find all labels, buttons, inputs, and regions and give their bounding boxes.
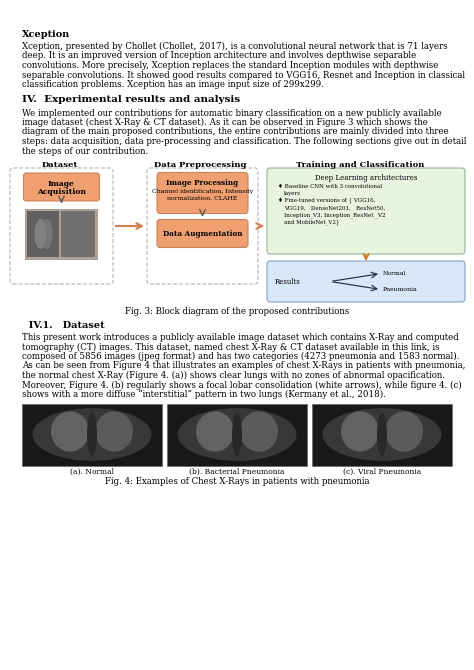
Text: Moreover, Figure 4. (b) regularly shows a focal lobar consolidation (white arrow: Moreover, Figure 4. (b) regularly shows … xyxy=(22,381,462,390)
Ellipse shape xyxy=(33,408,152,461)
Bar xyxy=(22,403,162,466)
Text: Normal: Normal xyxy=(383,271,407,276)
Bar xyxy=(26,209,98,259)
Text: Xception, presented by Chollet (Chollet, 2017), is a convolutional neural networ: Xception, presented by Chollet (Chollet,… xyxy=(22,42,447,51)
Ellipse shape xyxy=(240,411,278,452)
Text: Inception_V3, Inception_ResNet _V2: Inception_V3, Inception_ResNet _V2 xyxy=(284,212,385,218)
Text: Fig. 3: Block diagram of the proposed contributions: Fig. 3: Block diagram of the proposed co… xyxy=(125,307,349,316)
Text: shows with a more diffuse “interstitial” pattern in two lungs (Kermany et al., 2: shows with a more diffuse “interstitial”… xyxy=(22,390,386,399)
Bar xyxy=(312,403,452,466)
Ellipse shape xyxy=(385,411,423,452)
Ellipse shape xyxy=(95,411,133,452)
Text: Pneumonia: Pneumonia xyxy=(383,287,418,292)
Text: separable convolutions. It showed good results compared to VGG16, Resnet and Inc: separable convolutions. It showed good r… xyxy=(22,70,465,80)
Text: VGG19,   DenseNet201,   ResNet50,: VGG19, DenseNet201, ResNet50, xyxy=(284,206,385,210)
Text: IV.1.   Dataset: IV.1. Dataset xyxy=(22,321,105,330)
Text: As can be seen from Figure 4 that illustrates an examples of chest X-Rays in pat: As can be seen from Figure 4 that illust… xyxy=(22,362,465,371)
Text: Fig. 4: Examples of Chest X-Rays in patients with pneumonia: Fig. 4: Examples of Chest X-Rays in pati… xyxy=(105,478,369,486)
Text: Dataset: Dataset xyxy=(42,161,78,169)
Text: diagram of the main proposed contributions, the entire contributions are mainly : diagram of the main proposed contributio… xyxy=(22,127,449,137)
Ellipse shape xyxy=(322,408,441,461)
FancyBboxPatch shape xyxy=(10,168,113,284)
Text: Results: Results xyxy=(275,277,301,285)
Text: layers: layers xyxy=(284,192,301,196)
Ellipse shape xyxy=(177,408,297,461)
Text: (c). Viral Pneumonia: (c). Viral Pneumonia xyxy=(343,468,421,476)
FancyBboxPatch shape xyxy=(157,172,248,214)
Ellipse shape xyxy=(51,411,89,452)
FancyBboxPatch shape xyxy=(267,168,465,254)
Text: Acquisition: Acquisition xyxy=(37,188,86,196)
FancyBboxPatch shape xyxy=(267,261,465,302)
Ellipse shape xyxy=(40,219,53,249)
Text: (a). Normal: (a). Normal xyxy=(70,468,114,476)
Text: Deep Learning architectures: Deep Learning architectures xyxy=(315,174,417,182)
Text: Channel identification, Intensity: Channel identification, Intensity xyxy=(152,188,253,194)
Text: This present work introduces a publicly available image dataset which contains X: This present work introduces a publicly … xyxy=(22,333,459,342)
Text: Training and Classification: Training and Classification xyxy=(296,161,424,169)
Text: deep. It is an improved version of Inception architecture and involves depthwise: deep. It is an improved version of Incep… xyxy=(22,52,416,60)
Ellipse shape xyxy=(377,413,387,456)
Text: the normal chest X-Ray (Figure 4. (a)) shows clear lungs with no zones of abnorm: the normal chest X-Ray (Figure 4. (a)) s… xyxy=(22,371,445,380)
Text: normalization, CLAHE: normalization, CLAHE xyxy=(167,196,237,200)
Text: Data Preprocessing: Data Preprocessing xyxy=(154,161,246,169)
Text: Xception: Xception xyxy=(22,30,70,39)
Ellipse shape xyxy=(87,413,97,456)
FancyBboxPatch shape xyxy=(24,173,100,201)
Bar xyxy=(62,211,95,257)
Text: steps: data acquisition, data pre-processing and classification. The following s: steps: data acquisition, data pre-proces… xyxy=(22,137,466,146)
Text: Image Processing: Image Processing xyxy=(166,179,238,187)
Text: ♦ Fine-tuned versions of { VGG16,: ♦ Fine-tuned versions of { VGG16, xyxy=(278,198,375,204)
Text: composed of 5856 images (jpeg format) and has two categories (4273 pneumonia and: composed of 5856 images (jpeg format) an… xyxy=(22,352,459,361)
Bar xyxy=(167,403,307,466)
Ellipse shape xyxy=(35,219,46,249)
Text: Data Augmentation: Data Augmentation xyxy=(163,230,242,237)
Text: tomography (CT) images. This dataset, named chest X-Ray & CT dataset available i: tomography (CT) images. This dataset, na… xyxy=(22,342,439,352)
FancyBboxPatch shape xyxy=(147,168,258,284)
Text: classification problems. Xception has an image input size of 299x299.: classification problems. Xception has an… xyxy=(22,80,324,89)
Text: IV.  Experimental results and analysis: IV. Experimental results and analysis xyxy=(22,96,240,105)
Text: and MobileNet_V2}: and MobileNet_V2} xyxy=(284,219,339,225)
Text: ♦ Baseline CNN with 3 convolutional: ♦ Baseline CNN with 3 convolutional xyxy=(278,184,382,190)
Text: image dataset (chest X-Ray & CT dataset). As it can be observed in Figure 3 whic: image dataset (chest X-Ray & CT dataset)… xyxy=(22,118,428,127)
Text: the steps of our contribution.: the steps of our contribution. xyxy=(22,147,148,155)
Text: convolutions. More precisely, Xception replaces the standard Inception modules w: convolutions. More precisely, Xception r… xyxy=(22,61,438,70)
Text: (b). Bacterial Pneumonia: (b). Bacterial Pneumonia xyxy=(189,468,285,476)
Text: Image: Image xyxy=(48,180,75,188)
FancyBboxPatch shape xyxy=(157,220,248,247)
Ellipse shape xyxy=(196,411,234,452)
Bar xyxy=(27,211,60,257)
Ellipse shape xyxy=(341,411,379,452)
Text: We implemented our contributions for automatic binary classification on a new pu: We implemented our contributions for aut… xyxy=(22,109,442,117)
Ellipse shape xyxy=(232,413,242,456)
